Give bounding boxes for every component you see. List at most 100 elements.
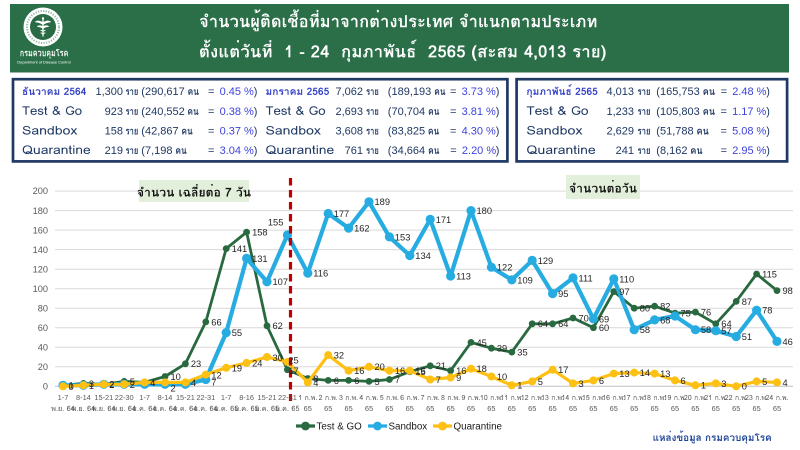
svg-text:131: 131 [252, 254, 268, 264]
svg-text:80: 80 [38, 303, 48, 313]
svg-text:60: 60 [599, 323, 609, 333]
svg-text:=: = [450, 106, 456, 118]
svg-text:4: 4 [313, 378, 318, 388]
svg-text:1: 1 [701, 381, 706, 391]
svg-text:19: 19 [232, 364, 242, 374]
svg-text:14: 14 [640, 368, 650, 378]
svg-text:18: 18 [477, 364, 487, 374]
svg-text:): ) [254, 106, 258, 118]
svg-text:32: 32 [334, 351, 344, 361]
svg-text:=: = [721, 86, 727, 98]
svg-text:): ) [496, 86, 500, 98]
svg-text:80: 80 [640, 304, 650, 314]
svg-text:=: = [720, 106, 726, 118]
svg-text:10: 10 [171, 372, 181, 382]
svg-text:110: 110 [619, 274, 634, 284]
svg-text:6: 6 [681, 376, 686, 386]
svg-text:2: 2 [171, 383, 176, 393]
svg-text:162: 162 [354, 224, 370, 234]
svg-text:200: 200 [33, 186, 48, 196]
svg-text:(83,825: (83,825 [388, 126, 428, 138]
svg-text:2,629: 2,629 [606, 126, 634, 138]
svg-text:13: 13 [660, 369, 670, 379]
svg-text:45: 45 [477, 338, 487, 348]
svg-text:4: 4 [783, 378, 788, 388]
svg-text:923: 923 [105, 106, 123, 118]
svg-text:): ) [766, 145, 770, 157]
svg-text:1: 1 [89, 381, 94, 391]
svg-text:65: 65 [650, 404, 658, 413]
svg-text:): ) [766, 126, 770, 138]
svg-text:2,693: 2,693 [335, 106, 363, 118]
svg-text:2.20 %: 2.20 % [462, 145, 496, 157]
svg-text:1: 1 [69, 381, 74, 391]
svg-text:51: 51 [742, 332, 752, 342]
svg-text:4: 4 [150, 378, 155, 388]
svg-text:60: 60 [38, 323, 48, 333]
svg-text:3: 3 [89, 379, 94, 389]
svg-text:7: 7 [395, 375, 400, 385]
svg-text:16: 16 [395, 366, 405, 376]
svg-text:0: 0 [43, 382, 48, 392]
svg-text:65: 65 [508, 404, 516, 413]
svg-text:241: 241 [616, 145, 634, 157]
svg-text:46: 46 [783, 337, 793, 347]
svg-text:111: 111 [579, 273, 593, 283]
svg-text:76: 76 [701, 308, 711, 318]
svg-text:87: 87 [742, 297, 752, 307]
svg-text:4.30 %: 4.30 % [462, 126, 496, 138]
svg-text:12: 12 [211, 370, 221, 380]
svg-text:15-21: 15-21 [94, 393, 113, 402]
svg-text:2: 2 [109, 380, 114, 390]
svg-text:13: 13 [619, 369, 629, 379]
svg-text:35: 35 [517, 348, 527, 358]
svg-text:(290,617: (290,617 [141, 86, 187, 98]
svg-text:141: 141 [232, 244, 248, 254]
svg-text:65: 65 [528, 404, 536, 413]
svg-text:=: = [721, 145, 727, 157]
svg-text:=: = [208, 106, 214, 118]
svg-text:100: 100 [33, 284, 48, 294]
svg-text:3: 3 [579, 379, 584, 389]
svg-text:16: 16 [456, 366, 466, 376]
svg-text:6: 6 [334, 376, 339, 386]
svg-text:): ) [766, 86, 770, 98]
svg-text:=: = [208, 126, 214, 138]
svg-text:3.73 %: 3.73 % [462, 86, 496, 98]
svg-text:3,608: 3,608 [335, 126, 363, 138]
svg-text:): ) [254, 145, 258, 157]
svg-text:65: 65 [630, 404, 638, 413]
svg-text:62: 62 [273, 321, 283, 331]
svg-text:2.95 %: 2.95 % [732, 145, 766, 157]
svg-text:65: 65 [406, 404, 414, 413]
svg-text:1-7: 1-7 [221, 393, 232, 402]
svg-text:65: 65 [773, 404, 781, 413]
svg-text:(165,753: (165,753 [656, 86, 702, 98]
svg-text:15-21: 15-21 [176, 393, 195, 402]
svg-text:65: 65 [752, 404, 760, 413]
svg-text:25: 25 [288, 355, 298, 365]
svg-text:155: 155 [268, 218, 284, 228]
svg-text:158: 158 [105, 126, 123, 138]
svg-text:Sandbox: Sandbox [389, 422, 428, 433]
svg-text:58: 58 [701, 325, 711, 335]
svg-text:1: 1 [517, 381, 522, 391]
svg-text:177: 177 [334, 209, 350, 219]
svg-text:8-14: 8-14 [158, 393, 173, 402]
svg-text:180: 180 [33, 206, 48, 216]
svg-text:0.37 %: 0.37 % [220, 126, 254, 138]
svg-text:7: 7 [436, 375, 441, 385]
svg-text:16: 16 [415, 366, 425, 376]
svg-text:2.48 %: 2.48 % [732, 86, 766, 98]
svg-text:2: 2 [130, 380, 135, 390]
svg-text:57: 57 [721, 326, 731, 336]
svg-text:): ) [254, 126, 258, 138]
svg-text:97: 97 [619, 287, 629, 297]
svg-text:219: 219 [105, 145, 123, 157]
svg-text:=: = [450, 86, 456, 98]
svg-text:171: 171 [436, 215, 452, 225]
svg-text:22-31: 22-31 [278, 393, 297, 402]
svg-text:109: 109 [517, 275, 533, 285]
svg-text:98: 98 [783, 286, 793, 296]
svg-text:10: 10 [497, 372, 507, 382]
